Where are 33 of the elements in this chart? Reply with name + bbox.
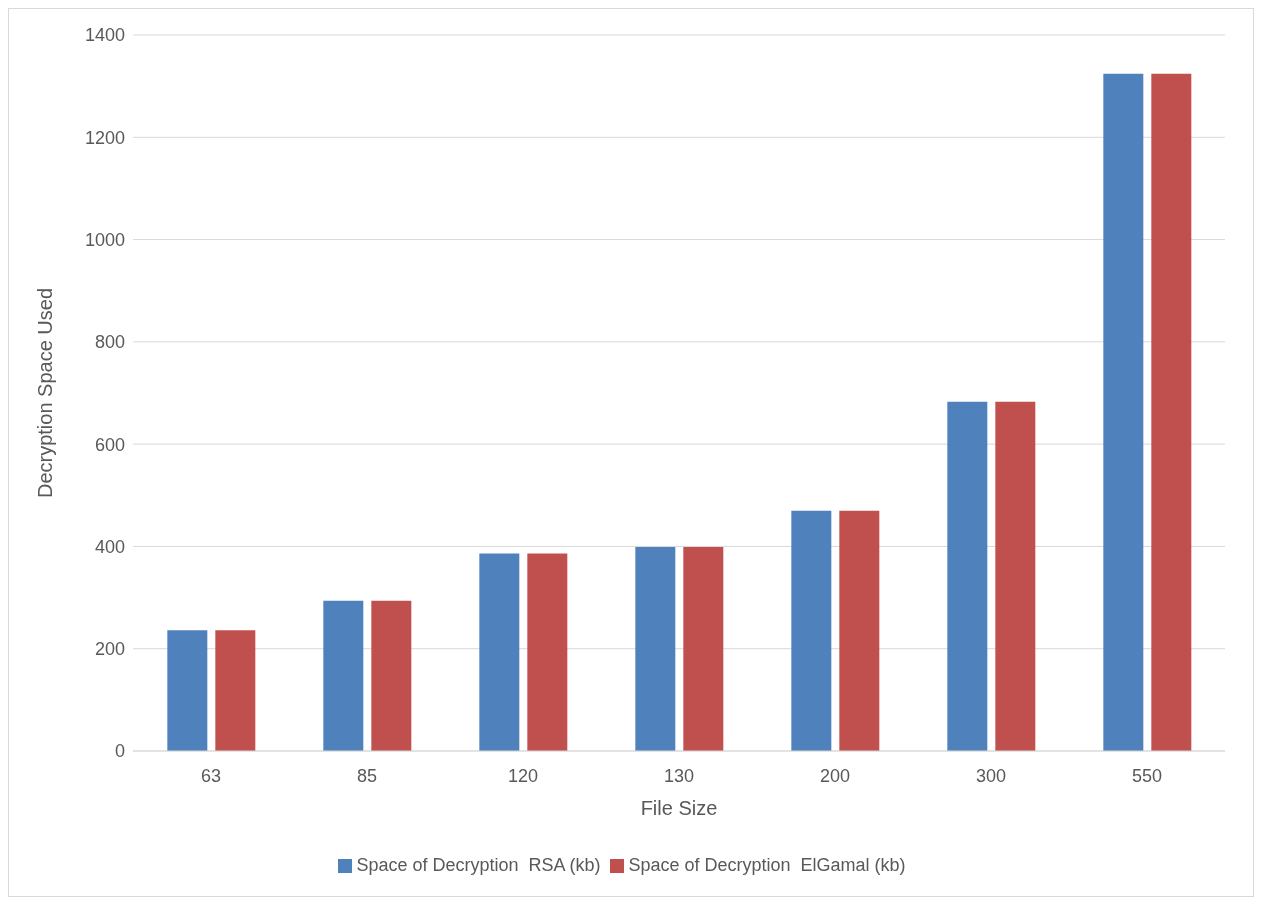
bar [995, 401, 1036, 751]
bar [947, 401, 988, 751]
x-tick-label: 85 [356, 765, 378, 786]
y-tick-label: 200 [94, 639, 125, 660]
bar [791, 510, 832, 751]
y-tick-label: 0 [114, 741, 125, 762]
bar [323, 600, 364, 751]
legend-label: Space of Decryption ElGamal (kb) [628, 855, 906, 875]
bar [683, 546, 724, 751]
bar [1103, 73, 1144, 751]
y-tick-label: 1000 [84, 229, 125, 250]
bar [527, 553, 568, 751]
y-tick-label: 1200 [84, 127, 125, 148]
bar [215, 630, 256, 751]
y-tick-label: 600 [94, 434, 125, 455]
x-tick-label: 300 [975, 765, 1007, 786]
x-tick-label: 63 [200, 765, 222, 786]
y-tick-label: 800 [94, 332, 125, 353]
x-tick-label: 130 [663, 765, 695, 786]
y-tick-label: 400 [94, 536, 125, 557]
x-tick-label: 200 [819, 765, 851, 786]
x-tick-label: 550 [1131, 765, 1163, 786]
bar [839, 510, 880, 751]
x-tick-label: 120 [507, 765, 539, 786]
bar [167, 630, 208, 751]
bar [635, 546, 676, 751]
bar [479, 553, 520, 751]
bar [371, 600, 412, 751]
y-tick-label: 1400 [84, 25, 125, 46]
legend-label: Space of Decryption RSA (kb) [356, 855, 601, 875]
bar [1151, 73, 1192, 751]
y-axis-title: Decryption Space Used [34, 287, 57, 499]
x-axis-title: File Size [640, 797, 718, 819]
